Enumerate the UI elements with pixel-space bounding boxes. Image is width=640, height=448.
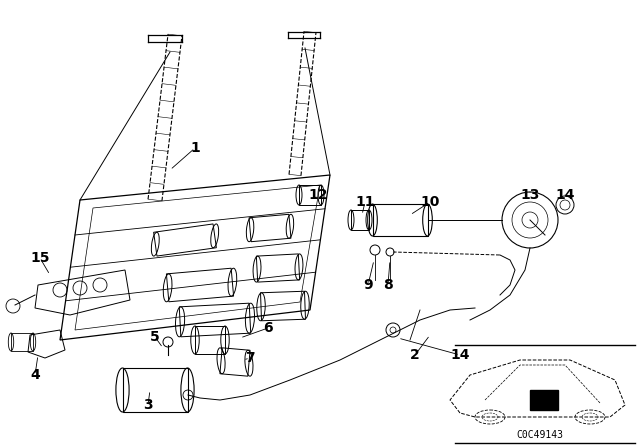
Text: 4: 4 [30, 368, 40, 382]
Text: 7: 7 [245, 351, 255, 365]
Text: 15: 15 [30, 251, 50, 265]
Text: 3: 3 [143, 398, 153, 412]
Text: 11: 11 [355, 195, 375, 209]
Text: 1: 1 [190, 141, 200, 155]
Text: 8: 8 [383, 278, 393, 292]
Text: 13: 13 [520, 188, 540, 202]
Text: 14: 14 [556, 188, 575, 202]
Text: 6: 6 [263, 321, 273, 335]
Text: 14: 14 [451, 348, 470, 362]
Polygon shape [530, 390, 558, 410]
Text: 10: 10 [420, 195, 440, 209]
Text: 12: 12 [308, 188, 328, 202]
Text: 9: 9 [363, 278, 373, 292]
Text: C0C49143: C0C49143 [516, 430, 563, 440]
Text: 5: 5 [150, 330, 160, 344]
Text: 2: 2 [410, 348, 420, 362]
